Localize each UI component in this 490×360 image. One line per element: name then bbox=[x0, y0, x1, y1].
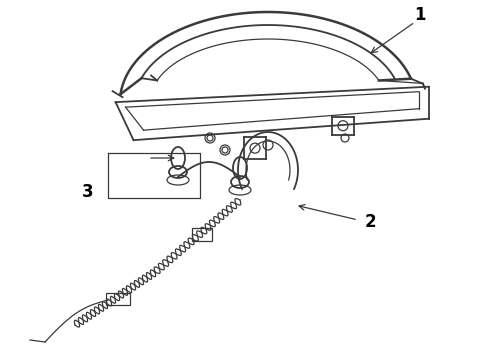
Text: 2: 2 bbox=[364, 213, 376, 231]
Text: 3: 3 bbox=[82, 183, 94, 201]
Text: 1: 1 bbox=[414, 6, 426, 24]
